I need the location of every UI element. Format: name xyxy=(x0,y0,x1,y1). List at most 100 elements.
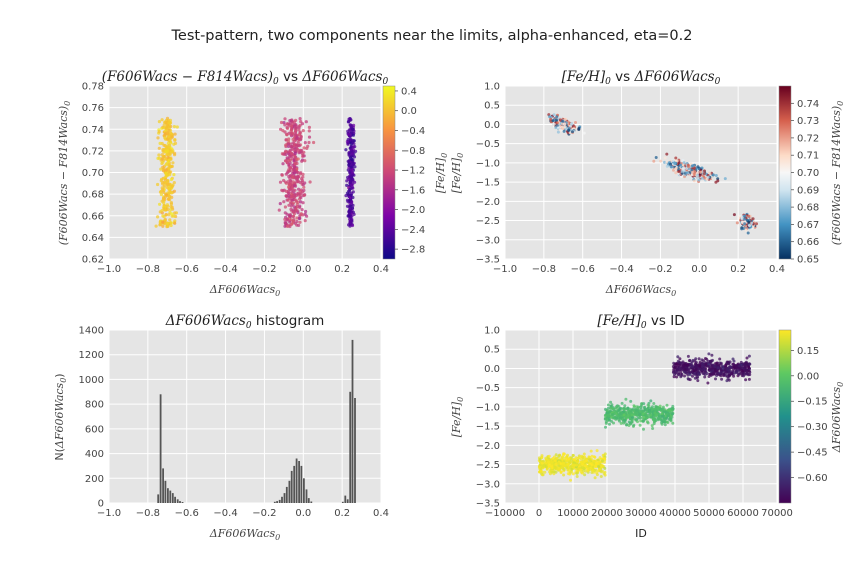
data-point xyxy=(348,118,352,122)
data-point xyxy=(688,373,692,377)
panel-tl-xtick-labels: −1.0 −0.8 −0.6 −0.4 −0.2 0.0 0.2 0.4 xyxy=(97,264,389,275)
data-point xyxy=(714,174,718,177)
data-point xyxy=(750,221,754,225)
data-point xyxy=(284,143,288,147)
histogram-bar xyxy=(305,489,308,503)
data-point xyxy=(157,146,161,150)
histogram-bar xyxy=(162,468,164,503)
data-point xyxy=(345,183,349,187)
data-point xyxy=(299,171,303,175)
data-point xyxy=(640,402,644,406)
data-point xyxy=(719,361,723,365)
data-point xyxy=(289,166,293,170)
histogram-bar xyxy=(285,486,288,503)
data-point xyxy=(686,163,690,167)
panel-tr-title: [Fe/H]0 vs ΔF606Wacs0 xyxy=(562,69,721,87)
data-point xyxy=(641,419,645,423)
data-point xyxy=(166,155,170,159)
data-point xyxy=(350,223,355,228)
colorbar-tick-label: 0.72 xyxy=(797,133,819,144)
data-point xyxy=(291,201,296,205)
data-point xyxy=(547,463,551,467)
data-point xyxy=(284,194,288,198)
colorbar-tick-label: 0.65 xyxy=(797,255,819,266)
data-point xyxy=(299,213,303,217)
data-point xyxy=(657,412,661,416)
panel-tl-title: (F606Wacs − F814Wacs)0 vs ΔF606Wacs0 xyxy=(102,69,389,87)
data-point xyxy=(156,136,160,140)
data-point xyxy=(683,175,686,179)
y-tick-label: −3.5 xyxy=(476,255,500,266)
panel-tl-colorbar xyxy=(382,85,396,260)
histogram-bar xyxy=(295,458,298,503)
data-point xyxy=(173,151,177,155)
panel-tl-colorbar-ticks: 0.4 0.0 −0.4 −0.8 −1.2 −1.6 −2.0 −2.4 −2.8 xyxy=(395,86,425,256)
data-point xyxy=(286,144,291,148)
data-point xyxy=(163,195,167,199)
histogram-bar xyxy=(310,501,313,503)
data-point xyxy=(559,471,563,474)
data-point xyxy=(348,128,352,132)
data-point xyxy=(162,143,166,147)
data-point xyxy=(173,221,177,225)
data-point xyxy=(615,405,619,408)
data-point xyxy=(283,159,288,163)
data-point xyxy=(599,475,603,478)
data-point xyxy=(702,172,706,176)
data-point xyxy=(629,409,633,413)
data-point xyxy=(627,420,631,424)
data-point xyxy=(172,125,176,129)
data-point xyxy=(665,164,669,168)
data-point xyxy=(169,177,173,182)
data-point xyxy=(349,123,353,127)
y-tick-label: −1.5 xyxy=(476,178,500,189)
data-point xyxy=(555,121,559,125)
data-point xyxy=(297,149,301,153)
data-point xyxy=(544,465,548,469)
data-point xyxy=(346,177,350,181)
data-point xyxy=(590,463,594,467)
data-point xyxy=(674,156,678,160)
data-point xyxy=(715,361,719,365)
x-tick-label: −0.6 xyxy=(571,264,595,275)
data-point xyxy=(604,420,608,424)
data-point xyxy=(156,215,160,219)
data-point xyxy=(680,372,684,376)
data-point xyxy=(682,168,686,172)
data-point xyxy=(312,140,316,145)
data-point xyxy=(162,166,166,171)
data-point xyxy=(621,419,625,423)
data-point xyxy=(605,409,609,413)
data-point xyxy=(705,372,709,375)
data-point xyxy=(692,172,696,176)
data-point xyxy=(732,213,736,217)
data-point xyxy=(654,156,658,159)
data-point xyxy=(570,467,574,471)
data-point xyxy=(301,201,305,205)
data-point xyxy=(288,155,292,159)
data-point xyxy=(298,130,302,135)
data-point xyxy=(567,128,571,132)
histogram-bar xyxy=(293,465,296,503)
x-tick-label: 50000 xyxy=(693,508,725,519)
panel-bl-bars xyxy=(157,339,356,503)
data-point xyxy=(167,128,171,132)
data-point xyxy=(293,161,297,165)
histogram-bar xyxy=(288,480,291,503)
data-point xyxy=(738,364,741,368)
data-point xyxy=(740,217,744,221)
data-point xyxy=(304,120,308,124)
data-point xyxy=(741,371,745,375)
data-point xyxy=(157,153,161,157)
data-point xyxy=(579,470,583,474)
data-point xyxy=(605,417,609,421)
x-tick-label: 0.4 xyxy=(373,264,389,275)
y-tick-label: −1.5 xyxy=(476,422,500,433)
data-point xyxy=(352,155,357,159)
data-point xyxy=(278,180,283,184)
panel-bl-xtick-labels: −1.0 −0.8 −0.6 −0.4 −0.2 0.0 0.2 0.4 xyxy=(97,508,389,519)
data-point xyxy=(666,421,670,424)
data-point xyxy=(582,466,586,470)
histogram-bar xyxy=(298,461,300,503)
colorbar-tick-label: 0.15 xyxy=(797,346,819,357)
